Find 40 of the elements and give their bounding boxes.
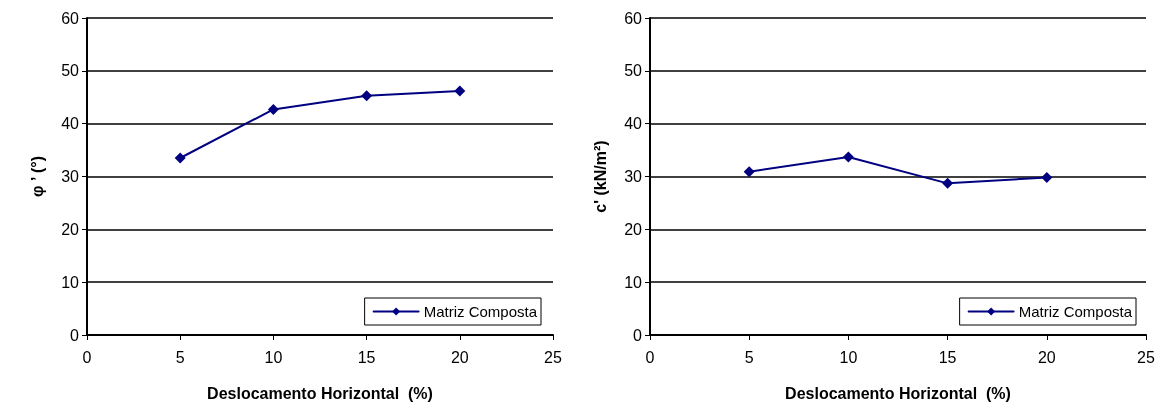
- x-tick-label: 10: [264, 348, 283, 366]
- y-tick-label: 20: [61, 220, 80, 238]
- point: [174, 152, 186, 164]
- y-tick-label: 60: [624, 9, 643, 27]
- y-tick-label: 30: [61, 168, 80, 185]
- y-tick-label: 60: [61, 9, 80, 27]
- x-tick-label: 10: [839, 348, 858, 366]
- y-tick-label: 50: [624, 62, 643, 80]
- y-tick-label: 10: [624, 273, 643, 291]
- y-tick-label: 40: [624, 115, 643, 133]
- x-tick-label: 0: [645, 348, 655, 366]
- x-tick-label: 5: [744, 348, 754, 366]
- point: [842, 151, 854, 163]
- x-tick-label: 15: [938, 348, 957, 366]
- point: [1041, 172, 1053, 184]
- y-tick-label: 40: [61, 115, 80, 133]
- x-tick-label: 0: [82, 348, 92, 366]
- y-tick-label: 50: [61, 62, 80, 80]
- y-tick-label: 0: [70, 326, 80, 344]
- y-tick-label: 10: [61, 273, 80, 291]
- y-tick-label: 20: [624, 220, 643, 238]
- point: [743, 166, 755, 178]
- legend-label: Matriz Composta: [423, 303, 538, 320]
- x-tick-label: 25: [544, 348, 562, 366]
- point: [454, 85, 466, 97]
- x-tick-label: 5: [175, 348, 185, 366]
- x-tick-label: 15: [357, 348, 376, 366]
- x-axis-title: Deslocamento Horizontal (%): [785, 384, 1011, 402]
- y-tick-label: 0: [633, 326, 643, 344]
- x-tick-label: 20: [1037, 348, 1056, 366]
- y-axis-title: φ ’ (°): [28, 156, 46, 197]
- x-axis-title: Deslocamento Horizontal (%): [207, 384, 433, 402]
- point: [361, 90, 373, 102]
- point: [267, 103, 279, 115]
- y-axis-title: c' (kN/m²): [591, 140, 609, 213]
- y-tick-label: 30: [624, 168, 643, 185]
- x-tick-label: 20: [450, 348, 469, 366]
- x-tick-label: 25: [1137, 348, 1155, 366]
- legend-label: Matriz Composta: [1018, 303, 1133, 320]
- point: [942, 177, 954, 189]
